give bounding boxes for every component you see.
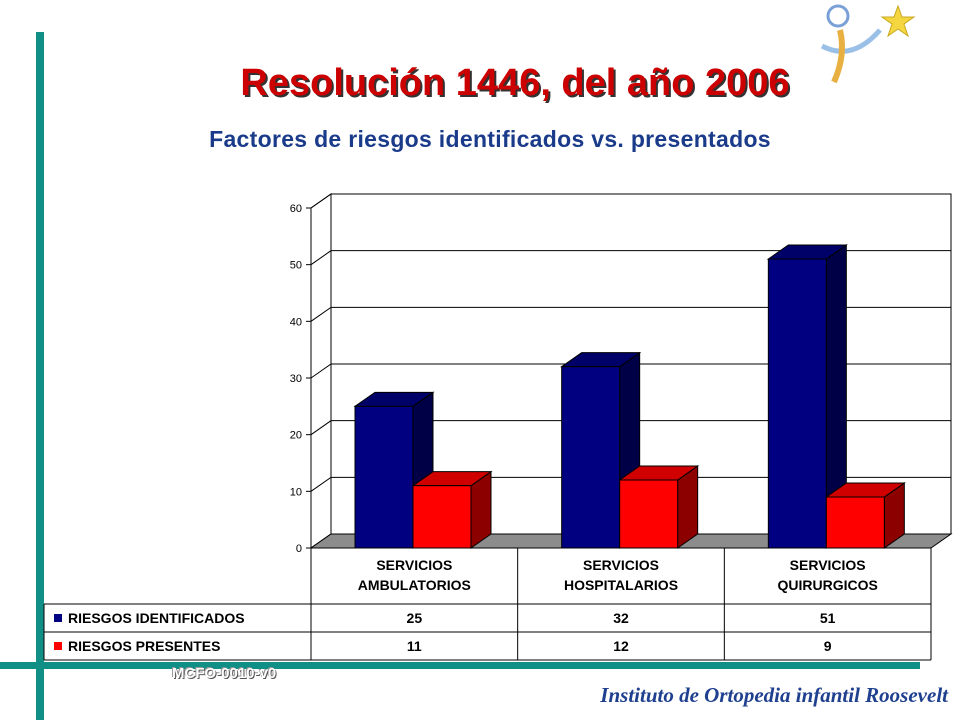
category-label: HOSPITALARIOS [564,577,678,593]
institution-name: Instituto de Ortopedia infantil Roosevel… [600,683,948,707]
gridline [310,363,951,379]
gridline [310,193,951,209]
y-tick-label: 50 [290,260,302,272]
category-label: SERVICIOS [376,557,452,573]
accent-vertical-bar [36,32,44,720]
y-tick-label: 10 [290,486,302,498]
chart-subtitle: Factores de riesgos identificados vs. pr… [209,126,771,152]
y-tick-label: 0 [296,543,302,555]
gridline [310,306,951,322]
institute-logo-icon [820,4,916,84]
page-title: Resolución 1446, del año 2006 [240,62,790,104]
gridline [310,420,951,436]
y-tick-label: 20 [290,430,302,442]
series-label: RIESGOS IDENTIFICADOS [68,610,245,626]
bar [767,258,827,549]
gridline [310,250,951,266]
accent-horizontal-bar [0,662,920,669]
data-label: 9 [824,638,832,654]
bar [561,366,621,549]
bar [825,496,885,549]
legend-swatch [54,642,62,650]
y-tick-label: 40 [290,316,302,328]
category-label: SERVICIOS [583,557,659,573]
data-label: 32 [613,610,629,626]
document-code: MCFO-0010-v0 [172,665,277,682]
bar [412,485,472,549]
bar [354,405,414,549]
y-tick-label: 60 [290,203,302,215]
category-label: QUIRURGICOS [777,577,877,593]
gridline [310,476,951,492]
series-label: RIESGOS PRESENTES [68,638,220,654]
data-label: 11 [407,638,422,654]
data-label: 12 [613,638,629,654]
legend-swatch [54,614,62,622]
y-tick-label: 30 [290,373,302,385]
data-label: 51 [820,610,836,626]
data-label: 25 [407,610,423,626]
category-label: AMBULATORIOS [358,577,471,593]
category-label: SERVICIOS [790,557,866,573]
bar [619,479,679,549]
